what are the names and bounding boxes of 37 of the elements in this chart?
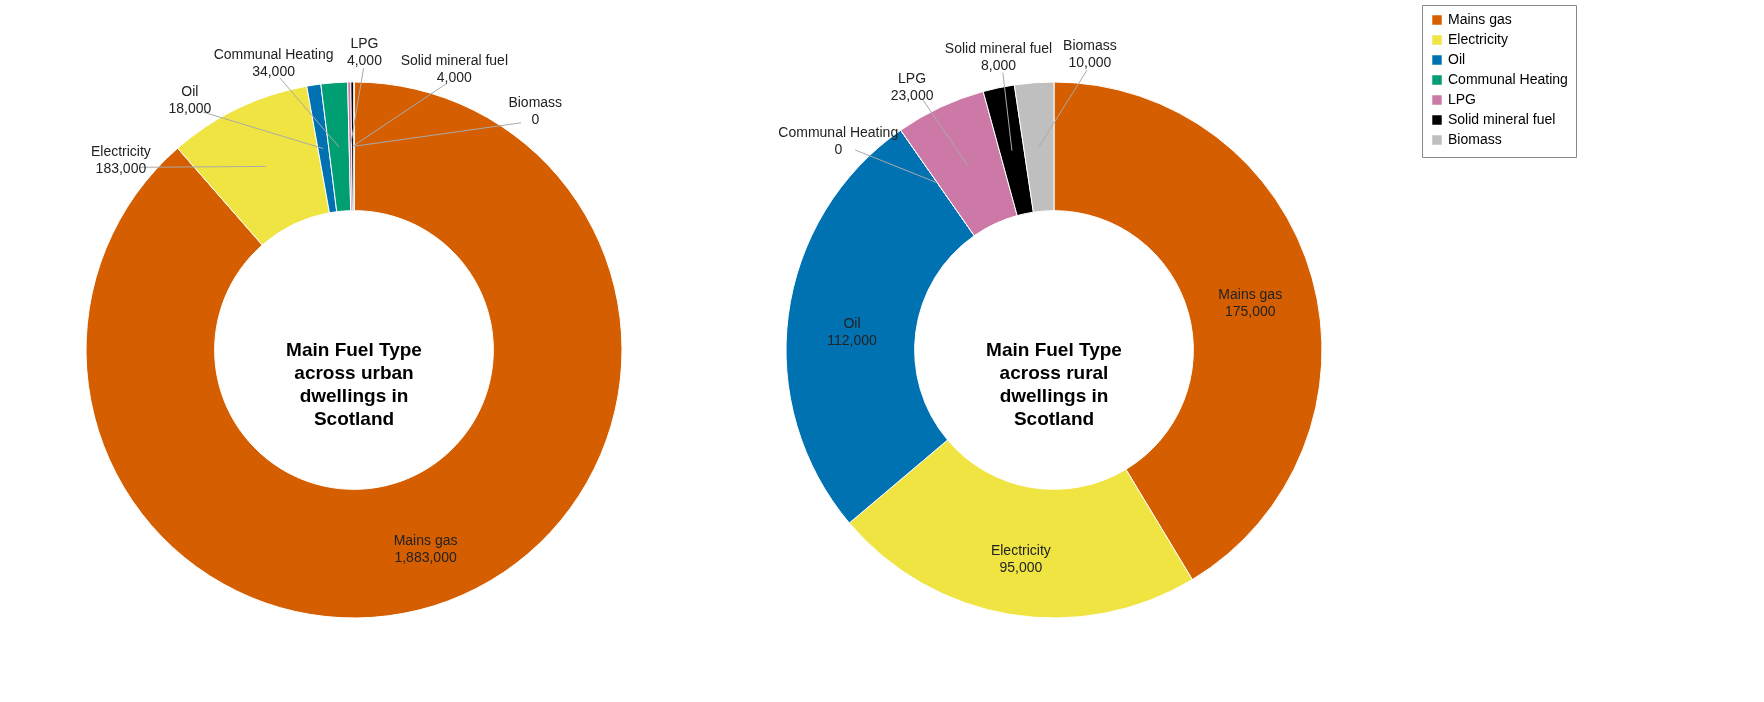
data-label: 112,000 — [827, 331, 878, 348]
slice-label: Mains gas — [1218, 286, 1283, 303]
text: 0 — [531, 111, 540, 128]
legend-label: Oil — [1448, 51, 1466, 67]
data-label: 18,000 — [168, 99, 212, 116]
data-label: 10,000 — [1068, 54, 1112, 71]
slice-label: Biomass — [1063, 37, 1117, 54]
data-label: 4,000 — [436, 68, 473, 85]
legend-label: LPG — [1448, 91, 1477, 107]
text: Main Fuel Type across rural dwellings in Scotland — [986, 339, 1122, 429]
text: Main Fuel Type across urban dwellings in Scotland — [286, 339, 422, 429]
data-label: 175,000 — [1224, 303, 1276, 320]
legend-label: Solid mineral fuel — [1448, 111, 1556, 127]
slice-label: Solid mineral fuel — [400, 51, 509, 68]
data-label: 1,883,000 — [394, 548, 457, 565]
legend-label: Electricity — [1448, 31, 1508, 47]
slice-label: Communal Heating — [213, 45, 334, 62]
category-label: Biomass — [508, 94, 563, 111]
legend-label: Biomass — [1448, 131, 1502, 147]
data-label: 4,000 — [346, 52, 383, 69]
slice-label: Oil — [181, 82, 199, 99]
slice-label: Electricity — [990, 541, 1051, 558]
slice-label: LPG — [898, 69, 927, 86]
legend-label: Mains gas — [1448, 11, 1512, 27]
category-label: Communal Heating — [778, 123, 899, 140]
slice-label: Mains gas — [393, 531, 458, 548]
data-label: 95,000 — [999, 558, 1043, 575]
slice-label: Electricity — [90, 142, 151, 159]
legend-label: Communal Heating — [1448, 71, 1568, 87]
data-label: 23,000 — [890, 86, 934, 103]
data-label: 183,000 — [95, 159, 147, 176]
text: 0 — [834, 140, 843, 157]
slice-label: Solid mineral fuel — [944, 40, 1053, 57]
slice-label: LPG — [350, 35, 379, 52]
data-label: 8,000 — [980, 57, 1017, 74]
data-label: 34,000 — [252, 62, 296, 79]
slice-label: Oil — [843, 314, 861, 331]
